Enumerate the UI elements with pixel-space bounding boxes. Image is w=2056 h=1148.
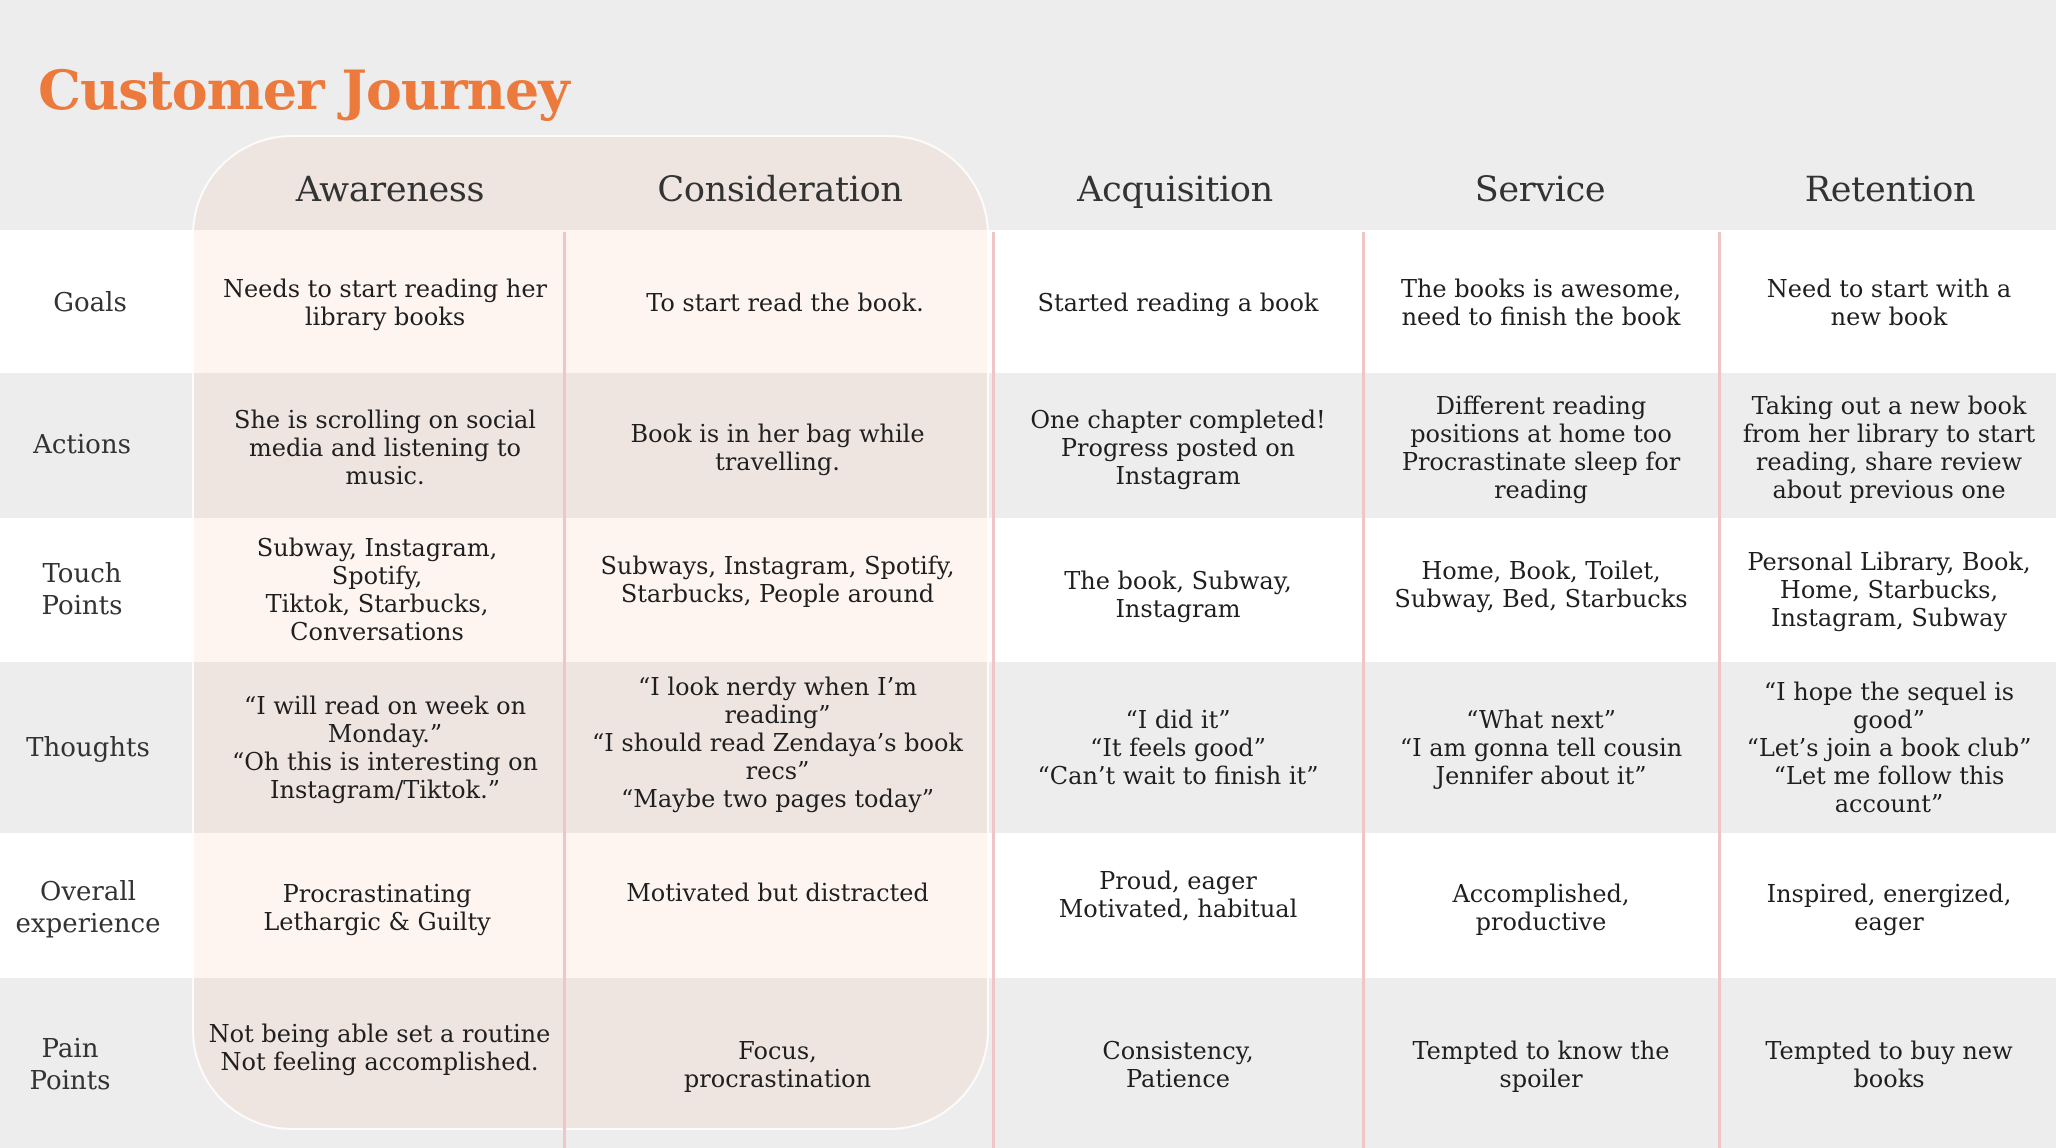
cell-overall-experience-awareness: Procrastinating Lethargic & Guilty: [263, 880, 491, 936]
cell-pain-points-service: Tempted to know the spoiler: [1412, 1037, 1670, 1093]
row-band-pain-points: [0, 978, 2056, 1148]
cell-overall-experience-retention: Inspired, energized, eager: [1766, 880, 2012, 936]
cell-touch-points-retention: Personal Library, Book, Home, Starbucks,…: [1747, 548, 2031, 632]
cell-actions-acquisition: One chapter completed! Progress posted o…: [1030, 405, 1326, 490]
row-band-overall-experience: [0, 833, 2056, 978]
column-header-consideration: Consideration: [657, 170, 903, 210]
row-band-actions: [0, 373, 2056, 518]
cell-thoughts-awareness: “I will read on week on Monday.” “Oh thi…: [231, 691, 539, 804]
cell-actions-consideration: Book is in her bag while travelling.: [630, 419, 925, 476]
cell-actions-service: Different reading positions at home too …: [1401, 391, 1681, 504]
cell-pain-points-retention: Tempted to buy new books: [1765, 1037, 2013, 1093]
column-header-acquisition: Acquisition: [1077, 170, 1273, 210]
cell-pain-points-awareness: Not being able set a routine Not feeling…: [208, 1019, 551, 1076]
row-label-pain-points: Pain Points: [29, 1034, 111, 1096]
cell-goals-retention: Need to start with a new book: [1766, 274, 2012, 331]
column-header-service: Service: [1474, 170, 1606, 210]
row-label-touch-points: Touch Points: [41, 559, 123, 621]
row-label-goals: Goals: [53, 287, 127, 318]
column-header-awareness: Awareness: [295, 170, 485, 210]
cell-goals-awareness: Needs to start reading her library books: [222, 274, 548, 331]
row-band-touch-points: [0, 518, 2056, 662]
cell-thoughts-service: “What next” “I am gonna tell cousin Jenn…: [1399, 705, 1683, 790]
cell-goals-service: The books is awesome, need to finish the…: [1400, 274, 1682, 331]
row-label-overall-experience: Overall experience: [15, 877, 161, 939]
cell-pain-points-consideration: Focus, procrastination: [683, 1037, 872, 1093]
cell-overall-experience-acquisition: Proud, eager Motivated, habitual: [1058, 867, 1298, 923]
row-label-actions: Actions: [33, 430, 131, 460]
cell-touch-points-service: Home, Book, Toilet, Subway, Bed, Starbuc…: [1394, 557, 1688, 613]
cell-touch-points-acquisition: The book, Subway, Instagram: [1064, 567, 1292, 623]
column-divider: [563, 232, 566, 1148]
page-title: Customer Journey: [38, 58, 570, 122]
cell-touch-points-consideration: Subways, Instagram, Spotify, Starbucks, …: [600, 552, 955, 608]
cell-thoughts-acquisition: “I did it” “It feels good” “Can’t wait t…: [1037, 705, 1319, 790]
cell-thoughts-consideration: “I look nerdy when I’m reading” “I shoul…: [592, 673, 963, 813]
column-header-retention: Retention: [1804, 170, 1976, 210]
row-label-thoughts: Thoughts: [26, 732, 150, 763]
cell-pain-points-acquisition: Consistency, Patience: [1102, 1037, 1254, 1093]
cell-thoughts-retention: “I hope the sequel is good” “Let’s join …: [1746, 677, 2032, 818]
cell-goals-consideration: To start read the book.: [646, 288, 924, 317]
cell-actions-retention: Taking out a new book from her library t…: [1742, 391, 2036, 504]
row-band-goals: [0, 230, 2056, 373]
cell-touch-points-awareness: Subway, Instagram, Spotify, Tiktok, Star…: [256, 534, 498, 646]
column-divider: [992, 232, 995, 1148]
cell-goals-acquisition: Started reading a book: [1037, 288, 1319, 317]
column-divider: [1362, 232, 1365, 1148]
column-divider: [1718, 232, 1721, 1148]
cell-actions-awareness: She is scrolling on social media and lis…: [234, 405, 536, 490]
row-band-thoughts: [0, 662, 2056, 833]
cell-overall-experience-service: Accomplished, productive: [1452, 880, 1630, 936]
column-header-band: [0, 135, 2056, 230]
cell-overall-experience-consideration: Motivated but distracted: [626, 879, 929, 907]
